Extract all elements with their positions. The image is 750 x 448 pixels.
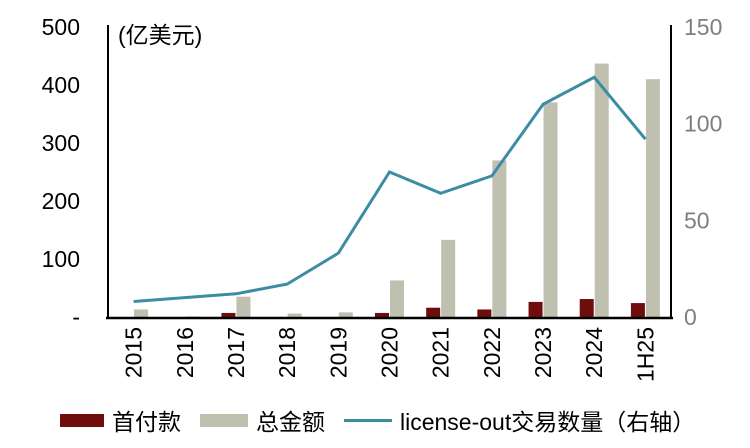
bar-total-2024: [594, 63, 609, 318]
bar-upfront-2024: [579, 299, 594, 318]
legend-label-total: 总金额: [256, 409, 325, 435]
upfront-payment-swatch: [60, 413, 104, 427]
bar-total-2015: [134, 309, 149, 318]
deal-count-line-swatch: [344, 418, 392, 422]
bar-upfront-1H25: [630, 303, 645, 318]
y-tick-left-500: 500: [42, 14, 80, 40]
bar-upfront-2020: [375, 312, 389, 318]
bar-upfront-2023: [528, 301, 543, 318]
x-tick-label-2016: 2016: [172, 327, 198, 378]
x-tick-label-2017: 2017: [223, 327, 249, 378]
bar-total-2021: [441, 239, 456, 318]
bar-upfront-2017: [221, 312, 236, 318]
bar-total-2018: [287, 313, 302, 318]
y-tick-left-400: 400: [42, 72, 80, 98]
x-tick-label-2024: 2024: [581, 327, 607, 378]
bar-total-2022: [492, 160, 507, 318]
x-tick-label-2021: 2021: [428, 327, 454, 378]
bar-total-2017: [236, 296, 251, 318]
x-tick-label-2019: 2019: [325, 327, 351, 378]
y-tick-left-200: 200: [42, 188, 80, 214]
legend-item-total: 总金额: [200, 403, 325, 437]
x-tick-label-1H25: 1H25: [632, 327, 658, 382]
legend-label-upfront: 首付款: [112, 409, 181, 435]
left-axis-unit-label: (亿美元): [118, 22, 202, 48]
legend-item-upfront: 首付款: [60, 403, 181, 437]
y-tick-right-150: 150: [684, 14, 722, 40]
y-tick-left-100: 100: [42, 246, 80, 272]
x-tick-label-2018: 2018: [274, 327, 300, 378]
y-tick-right-50: 50: [684, 207, 710, 233]
x-tick-label-2015: 2015: [121, 327, 147, 378]
x-tick-label-2022: 2022: [479, 327, 505, 378]
bar-total-2023: [543, 102, 558, 319]
total-amount-swatch: [200, 413, 248, 427]
y-tick-left-300: 300: [42, 130, 80, 156]
y-tick-right-0: 0: [684, 304, 697, 330]
x-tick-label-2020: 2020: [377, 327, 403, 378]
y-tick-left--: -: [72, 304, 80, 330]
bar-upfront-2021: [426, 307, 441, 318]
legend-item-deal-count: license-out交易数量（右轴）: [344, 403, 695, 437]
bar-total-2019: [338, 312, 353, 318]
bar-total-1H25: [645, 79, 660, 318]
y-tick-right-100: 100: [684, 111, 722, 137]
bar-upfront-2022: [477, 309, 492, 318]
deal-count-line: [133, 75, 647, 304]
bar-total-2020: [390, 280, 404, 318]
legend: 首付款 总金额 license-out交易数量（右轴）: [60, 403, 714, 437]
x-tick-label-2023: 2023: [530, 327, 556, 378]
legend-label-deal-count: license-out交易数量（右轴）: [400, 409, 696, 435]
